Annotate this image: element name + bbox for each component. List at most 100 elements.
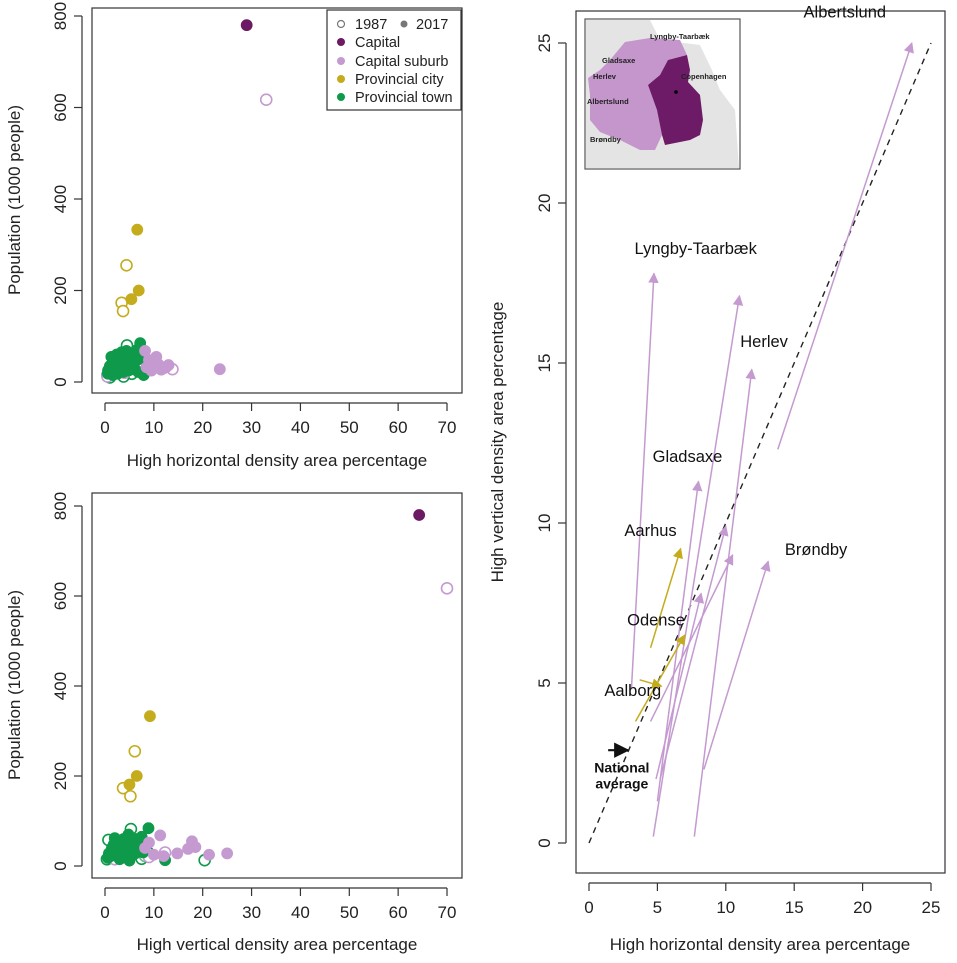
scatter-point-capital-2017	[413, 509, 426, 521]
legend-box	[326, 9, 462, 111]
scatter-point-capital-suburb-2017	[221, 847, 234, 860]
legend-label-capital: Capital	[355, 35, 400, 51]
scatter-point-provincial-town-2017	[113, 853, 126, 866]
scatter-point-provincial-town-2017	[123, 854, 136, 867]
scatter-panel-horizontal: 0 10 20 30 40 50 60 70 0 200 400 600 800 High horiz…	[5, 2, 463, 470]
x-tick-label: 40	[291, 903, 310, 922]
y-tick-label: 10	[535, 514, 554, 533]
points-layer	[100, 509, 454, 867]
scatter-point-capital-suburb-2017	[160, 361, 172, 374]
arrow-odense	[634, 634, 686, 722]
y-tick-label: 15	[535, 354, 554, 373]
y-axis-title: Population (1000 people)	[5, 590, 24, 780]
y-tick-label: 800	[51, 2, 70, 30]
reference-line-1to1	[588, 42, 932, 844]
arrow-aalborg	[639, 678, 663, 689]
x-tick-label: 70	[438, 418, 457, 437]
x-tick-label: 0	[100, 903, 109, 922]
x-tick-label: 20	[193, 418, 212, 437]
arrow-aarhus	[649, 547, 683, 649]
scatter-point-provincial-town-2017	[105, 350, 118, 363]
scatter-point-provincial-town-2017	[120, 344, 133, 357]
scatter-point-capital-suburb-2017	[139, 842, 151, 854]
x-axis: 0 10 20 30 40 50 60 70	[100, 402, 457, 437]
x-tick-label: 0	[100, 418, 109, 437]
legend-marker-capital	[337, 38, 345, 46]
legend-filled-marker	[400, 20, 408, 28]
y-tick-label: 0	[51, 861, 70, 870]
y-tick-label: 200	[51, 762, 70, 790]
scatter-point-capital-2017	[240, 19, 253, 32]
x-tick-label: 20	[193, 903, 212, 922]
scatter-panel-vertical: 0 10 20 30 40 50 60 70 0 200 400 600 800 High verti…	[5, 492, 463, 954]
y-tick-label: 400	[51, 672, 70, 700]
points-layer	[101, 19, 273, 384]
arrow-br-ndby	[703, 560, 771, 770]
scatter-point-capital-suburb-2017	[154, 829, 167, 842]
arrow-unlabeled-4	[655, 592, 705, 780]
map-label-gladsaxe: Gladsaxe	[602, 56, 635, 65]
arrow-label-lyngby-taarb-k: Lyngby-Taarbæk	[635, 240, 758, 258]
map-label-albertslund: Albertslund	[587, 97, 629, 106]
y-tick-label: 800	[51, 492, 70, 520]
scatter-point-provincial-town-2017	[142, 822, 155, 835]
map-label-copenhagen: Copenhagen	[681, 72, 727, 81]
x-tick-label: 10	[144, 418, 163, 437]
arrow-lyngby-taarb-k	[630, 272, 659, 690]
x-tick-label: 10	[716, 898, 735, 917]
y-tick-label: 400	[51, 185, 70, 213]
arrows-layer	[608, 42, 914, 837]
arrow-label-national-line1: National	[594, 760, 649, 776]
arrow-herlev	[693, 368, 756, 837]
scatter-point-provincial-town-2017	[127, 361, 140, 374]
y-axis-title: Population (1000 people)	[5, 105, 24, 295]
y-tick-label: 200	[51, 276, 70, 304]
y-axis: 0 200 400 600 800	[51, 492, 83, 871]
scatter-point-provincial-city-2017	[144, 710, 156, 723]
map-capital-suburbs	[588, 38, 687, 150]
legend-label-2017: 2017	[416, 17, 448, 33]
y-axis-title: High vertical density area percentage	[488, 302, 507, 583]
y-tick-label: 20	[535, 194, 554, 213]
scatter-point-provincial-city-2017	[123, 778, 136, 791]
x-axis-title: High vertical density area percentage	[137, 935, 418, 954]
x-tick-label: 50	[340, 418, 359, 437]
arrow-label-aalborg: Aalborg	[604, 682, 661, 700]
map-capital	[648, 55, 703, 145]
scatter-point-provincial-city-2017	[125, 293, 138, 306]
y-tick-label: 600	[51, 93, 70, 121]
x-tick-label: 20	[853, 898, 872, 917]
scatter-point-provincial-city-1987	[116, 304, 130, 318]
scatter-point-capital-suburb-1987	[440, 582, 454, 595]
scatter-point-provincial-city-2017	[130, 770, 143, 782]
scatter-point-provincial-city-2017	[131, 223, 144, 236]
y-tick-label: 0	[535, 838, 554, 847]
x-tick-label: 40	[291, 418, 310, 437]
y-axis: 0 5 10 15 20 25	[535, 34, 567, 848]
x-tick-label: 25	[922, 898, 941, 917]
x-axis: 0 5 10 15 20 25	[584, 882, 941, 917]
x-tick-label: 10	[144, 903, 163, 922]
arrow-unlabeled-3	[649, 554, 734, 722]
y-axis: 0 200 400 600 800	[51, 2, 83, 387]
legend-label-provincial-town: Provincial town	[355, 90, 453, 106]
map-label-herlev: Herlev	[593, 72, 617, 81]
x-tick-label: 70	[438, 903, 457, 922]
map-label-lyngby: Lyngby-Taarbæk	[650, 32, 710, 41]
x-tick-label: 30	[242, 418, 261, 437]
scatter-point-capital-suburb-2017	[182, 843, 194, 855]
scatter-point-capital-suburb-2017	[140, 361, 153, 374]
scatter-point-provincial-city-2017	[132, 284, 145, 297]
x-axis-title: High horizontal density area percentage	[127, 451, 428, 470]
scatter-point-capital-suburb-2017	[171, 847, 184, 860]
map-sea	[700, 20, 739, 100]
y-tick-label: 600	[51, 582, 70, 610]
arrow-unlabeled-2	[659, 525, 729, 780]
x-axis-title: High horizontal density area percentage	[610, 935, 911, 954]
x-tick-label: 50	[340, 903, 359, 922]
arrow-label-albertslund: Albertslund	[804, 3, 887, 21]
arrow-unlabeled-1	[652, 294, 744, 837]
scatter-point-capital-suburb-2017	[157, 850, 170, 862]
scatter-point-capital-suburb-2017	[203, 848, 215, 861]
